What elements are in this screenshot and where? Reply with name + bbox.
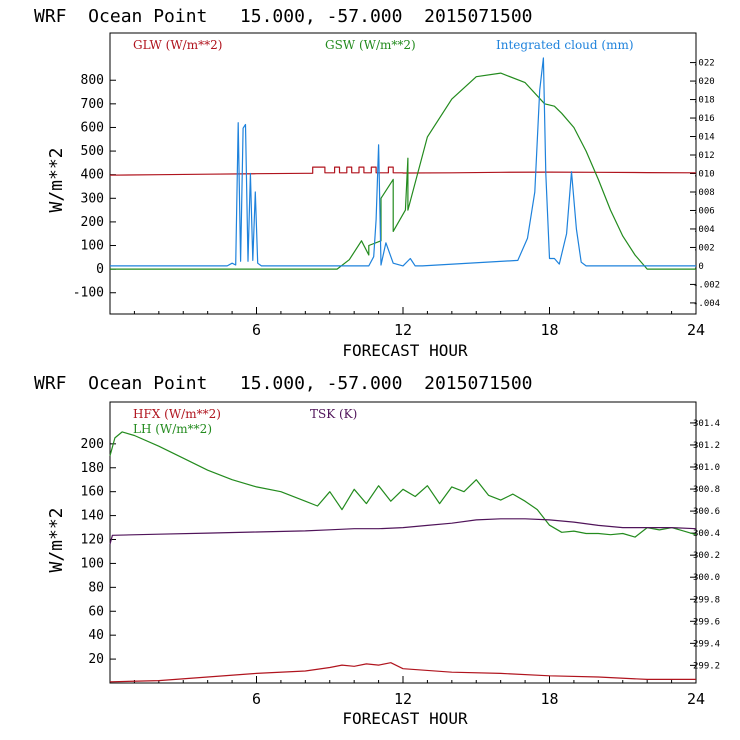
bottom-y2-tick-label: 300.2 [693,551,720,561]
bottom-y-tick-label: 120 [81,533,104,548]
top-y2-tick-label: .018 [693,96,715,106]
top-y-axis-label: W/m**2 [46,147,67,212]
bottom-y2-tick-label: 299.2 [693,661,720,671]
top-x-axis-label: FORECAST HOUR [342,341,468,360]
top-y-tick-label: 600 [81,120,104,135]
top-x-tick-label: 12 [394,321,412,339]
top-y-tick-label: 700 [81,97,104,112]
top-y2-tick-label: .020 [693,77,715,87]
bottom-y-tick-label: 100 [81,556,104,571]
top-y2-tick-label: .006 [693,206,715,216]
bottom-y-tick-label: 60 [88,604,104,619]
top-y-tick-label: 200 [81,215,104,230]
top-y-tick-label: 0 [96,262,104,277]
top-y-tick-label: -100 [73,286,104,301]
top-x-tick-label: 18 [540,321,558,339]
bottom-y-tick-label: 180 [81,461,104,476]
bottom-y-axis-ticks: 20 40 60 80 100 120 140 160 180 200 [81,437,116,667]
top-y2-tick-label: .014 [693,133,715,143]
top-series-integrated [110,57,696,267]
top-x-axis-ticks: 6 12 18 24 [133,307,705,339]
bottom-y2-tick-label: 300.8 [693,485,720,495]
bottom-y2-tick-label: 301.2 [693,441,720,451]
bottom-y-tick-label: 40 [88,628,104,643]
top-y-tick-label: 300 [81,191,104,206]
top-x-tick-label: 24 [687,321,705,339]
top-y2-tick-label: -.004 [693,299,720,309]
top-legend-cloud: Integrated cloud (mm) [496,38,634,52]
top-series-lines [109,57,697,270]
bottom-y-tick-label: 160 [81,485,104,500]
bottom-series-lh [109,431,697,538]
top-series-gsw [110,72,696,270]
bottom-y-tick-label: 140 [81,509,104,524]
bottom-x-tick-label: 6 [252,690,261,708]
top-y2-tick-label: .0 [693,262,704,272]
top-y2-tick-label: .004 [693,225,715,235]
top-y2-tick-label: .010 [693,170,715,180]
top-legend-gsw: GSW (W/m**2) [325,38,416,52]
bottom-y-tick-label: 80 [88,580,104,595]
bottom-x-tick-label: 24 [687,690,705,708]
bottom-series-lines [109,431,697,683]
top-y2-tick-label: .016 [693,114,715,124]
bottom-series-tsk [109,518,697,545]
top-panel: WRF Ocean Point 15.000, -57.000 20150715… [34,6,720,360]
top-series-glw [109,166,697,176]
top-y2-tick-label: .012 [693,151,715,161]
bottom-y2-tick-label: 299.6 [693,617,720,627]
bottom-y2-tick-label: 300.0 [693,573,720,583]
top-y2-tick-label: -.002 [693,280,720,290]
top-y-tick-label: 500 [81,144,104,159]
top-y2-tick-label: .008 [693,188,715,198]
top-x-tick-label: 6 [252,321,261,339]
bottom-y2-tick-label: 299.4 [693,639,720,649]
top-y-tick-label: 100 [81,239,104,254]
bottom-header: WRF Ocean Point 15.000, -57.000 20150715… [34,373,533,394]
bottom-y-tick-label: 200 [81,437,104,452]
bottom-y2-tick-label: 300.4 [693,529,720,539]
bottom-x-tick-label: 12 [394,690,412,708]
top-y2-tick-label: .022 [693,59,715,69]
bottom-panel: WRF Ocean Point 15.000, -57.000 20150715… [34,373,720,728]
bottom-series-hfx [109,662,696,683]
top-y2-tick-label: .002 [693,243,715,253]
top-legend-glw: GLW (W/m**2) [133,38,222,52]
top-y-axis-ticks: -100 0 100 200 300 400 500 600 700 800 [73,73,116,301]
top-y-tick-label: 400 [81,168,104,183]
bottom-legend-tsk: TSK (K) [310,407,357,421]
bottom-legend-lh: LH (W/m**2) [133,422,212,436]
bottom-y-tick-label: 20 [88,652,104,667]
bottom-y-axis-label: W/m**2 [46,507,67,572]
bottom-y2-tick-label: 301.4 [693,419,720,429]
bottom-y2-tick-label: 301.0 [693,463,720,473]
bottom-y2-tick-label: 300.6 [693,507,720,517]
bottom-legend-hfx: HFX (W/m**2) [133,407,221,421]
bottom-y2-tick-label: 299.8 [693,595,720,605]
bottom-x-axis-ticks: 6 12 18 24 [133,676,705,708]
bottom-y2-axis-ticks: 299.2 299.4 299.6 299.8 300.0 300.2 300.4 300.6… [690,419,720,671]
top-header: WRF Ocean Point 15.000, -57.000 20150715… [34,6,533,27]
bottom-x-tick-label: 18 [540,690,558,708]
top-y-tick-label: 800 [81,73,104,88]
bottom-x-axis-label: FORECAST HOUR [342,709,468,728]
top-y2-axis-ticks: -.004 -.002 .0 .002 .004 .006 .008 .010 .012 .014… [690,59,720,309]
